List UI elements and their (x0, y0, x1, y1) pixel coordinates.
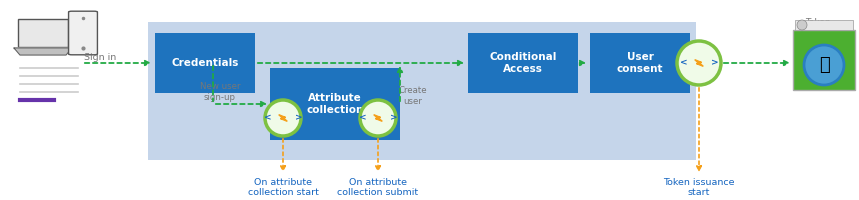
Text: <: < (264, 114, 271, 122)
Ellipse shape (804, 45, 844, 85)
FancyBboxPatch shape (270, 68, 400, 140)
Text: User
consent: User consent (617, 52, 663, 74)
Text: Token
issued to
app: Token issued to app (797, 18, 838, 48)
FancyBboxPatch shape (468, 33, 578, 93)
Text: >: > (710, 58, 718, 68)
Text: >: > (295, 114, 302, 122)
Text: Sign in: Sign in (84, 53, 116, 62)
Polygon shape (374, 115, 382, 121)
Text: On attribute
collection start: On attribute collection start (247, 178, 319, 197)
Text: Token issuance
start: Token issuance start (663, 178, 734, 197)
Text: >: > (390, 114, 397, 122)
Text: <: < (359, 114, 366, 122)
Polygon shape (695, 60, 704, 66)
FancyBboxPatch shape (69, 11, 97, 55)
FancyBboxPatch shape (155, 33, 255, 93)
Text: Attribute
collection: Attribute collection (307, 93, 363, 115)
Ellipse shape (265, 100, 301, 136)
Text: 🔑: 🔑 (819, 56, 830, 74)
Ellipse shape (360, 100, 396, 136)
Text: On attribute
collection submit: On attribute collection submit (338, 178, 418, 197)
Text: Credentials: Credentials (171, 58, 239, 68)
FancyBboxPatch shape (793, 30, 855, 90)
FancyBboxPatch shape (795, 20, 853, 30)
Polygon shape (278, 115, 287, 121)
Text: Conditional
Access: Conditional Access (490, 52, 557, 74)
FancyBboxPatch shape (590, 33, 690, 93)
Polygon shape (14, 48, 72, 55)
Ellipse shape (363, 103, 393, 133)
Text: Create
user: Create user (399, 86, 427, 106)
Ellipse shape (677, 41, 721, 85)
Ellipse shape (797, 20, 807, 30)
Ellipse shape (268, 103, 298, 133)
FancyBboxPatch shape (18, 19, 68, 47)
Text: New user
sign-up: New user sign-up (200, 82, 241, 102)
Text: <: < (679, 58, 687, 68)
Ellipse shape (681, 45, 717, 81)
FancyBboxPatch shape (148, 22, 696, 160)
